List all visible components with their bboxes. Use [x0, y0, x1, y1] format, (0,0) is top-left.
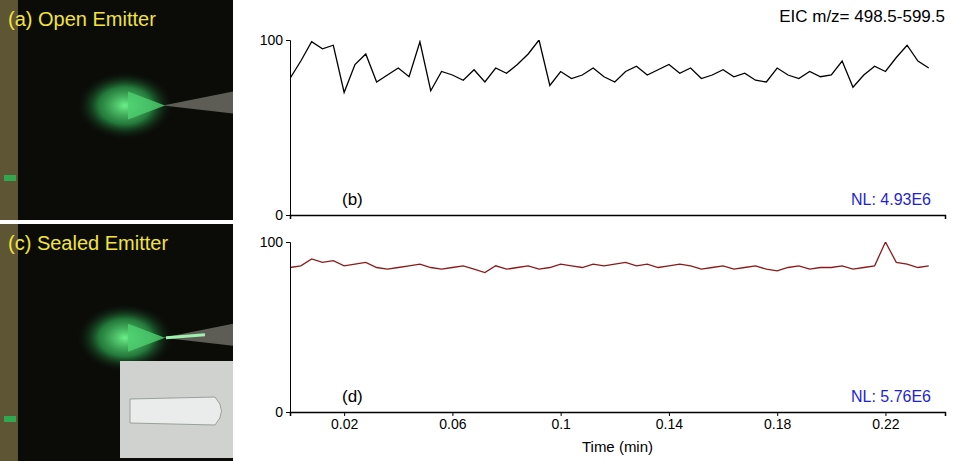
x-tick-label: 0.22	[872, 416, 899, 432]
photo-background	[0, 0, 233, 220]
x-tick-label: 0.06	[439, 416, 466, 432]
sealed-glow	[166, 335, 205, 338]
y-tick: 100	[260, 234, 290, 250]
x-tick-label: 0.18	[764, 416, 791, 432]
y-tick-mark	[286, 412, 290, 413]
x-axis-line	[291, 413, 946, 417]
y-tick-label: 100	[260, 234, 284, 250]
y-tick-label: 0	[275, 207, 283, 223]
inlet-glow	[4, 416, 16, 422]
x-tick: 0.22	[872, 412, 899, 432]
figure: (a) Open Emitter (c) Sealed Emitter 0 100 EI…	[0, 0, 953, 461]
x-axis-line	[291, 216, 946, 220]
x-tick: 0.14	[656, 412, 683, 432]
chart-title: EIC m/z= 498.5-599.5	[779, 7, 945, 26]
inlet-plate	[0, 224, 18, 461]
x-tick-label: 0.1	[551, 416, 571, 432]
y-tick-label: 100	[260, 32, 284, 48]
y-tick-mark	[286, 215, 290, 216]
photo-label: (a) Open Emitter	[8, 8, 156, 30]
canvas: (a) Open Emitter (c) Sealed Emitter 0 100 EI…	[0, 0, 953, 461]
y-axis: 0 100	[260, 234, 291, 420]
x-axis-title: Time (min)	[582, 438, 653, 455]
x-tick-label: 0.14	[656, 416, 683, 432]
trace	[290, 242, 929, 273]
x-tick: 0.06	[439, 412, 466, 432]
photo-background	[0, 224, 233, 461]
x-axis: 0.02 0.06 0.1 0.14 0.18 0.22	[291, 412, 946, 432]
emitter-tip	[163, 324, 233, 346]
y-axis: 0 100	[260, 32, 291, 223]
annotation: NL: 4.93E6	[851, 191, 931, 208]
plot-area	[290, 242, 929, 273]
spray-cone	[128, 324, 165, 352]
y-axis-line	[286, 41, 291, 216]
annotation: NL: 5.76E6	[851, 388, 931, 405]
emitter-tip	[163, 92, 233, 114]
y-tick-label: 0	[275, 404, 283, 420]
inlet-glow	[4, 175, 16, 181]
inset-tube	[130, 397, 222, 425]
photo: (c) Sealed Emitter	[0, 224, 233, 461]
y-tick: 100	[260, 32, 290, 48]
y-tick-mark	[286, 40, 290, 41]
spray-plume	[77, 72, 173, 140]
y-tick: 0	[275, 404, 290, 420]
trace	[290, 40, 929, 93]
spray-cone	[128, 92, 165, 120]
y-axis-line	[286, 243, 291, 413]
x-tick-label: 0.02	[331, 416, 358, 432]
photo-label: (c) Sealed Emitter	[8, 232, 168, 254]
panel: 0 100 0.02 0.06 0.1 0.14 0.18 0.22 (d) NL: 5.76E6…	[260, 234, 946, 455]
panel-label: (d)	[342, 387, 363, 406]
x-tick: 0.02	[331, 412, 358, 432]
y-tick: 0	[275, 207, 290, 223]
x-axis	[291, 216, 946, 220]
y-tick-mark	[286, 242, 290, 243]
inlet-plate	[0, 0, 18, 220]
photo: (a) Open Emitter	[0, 0, 233, 220]
panel-label: (b)	[342, 190, 363, 209]
x-tick: 0.1	[551, 412, 571, 432]
inset-photo	[120, 361, 233, 458]
x-tick: 0.18	[764, 412, 791, 432]
plot-area	[290, 40, 929, 93]
panel: 0 100 EIC m/z= 498.5-599.5 (b) NL: 4.93E6	[260, 7, 946, 223]
